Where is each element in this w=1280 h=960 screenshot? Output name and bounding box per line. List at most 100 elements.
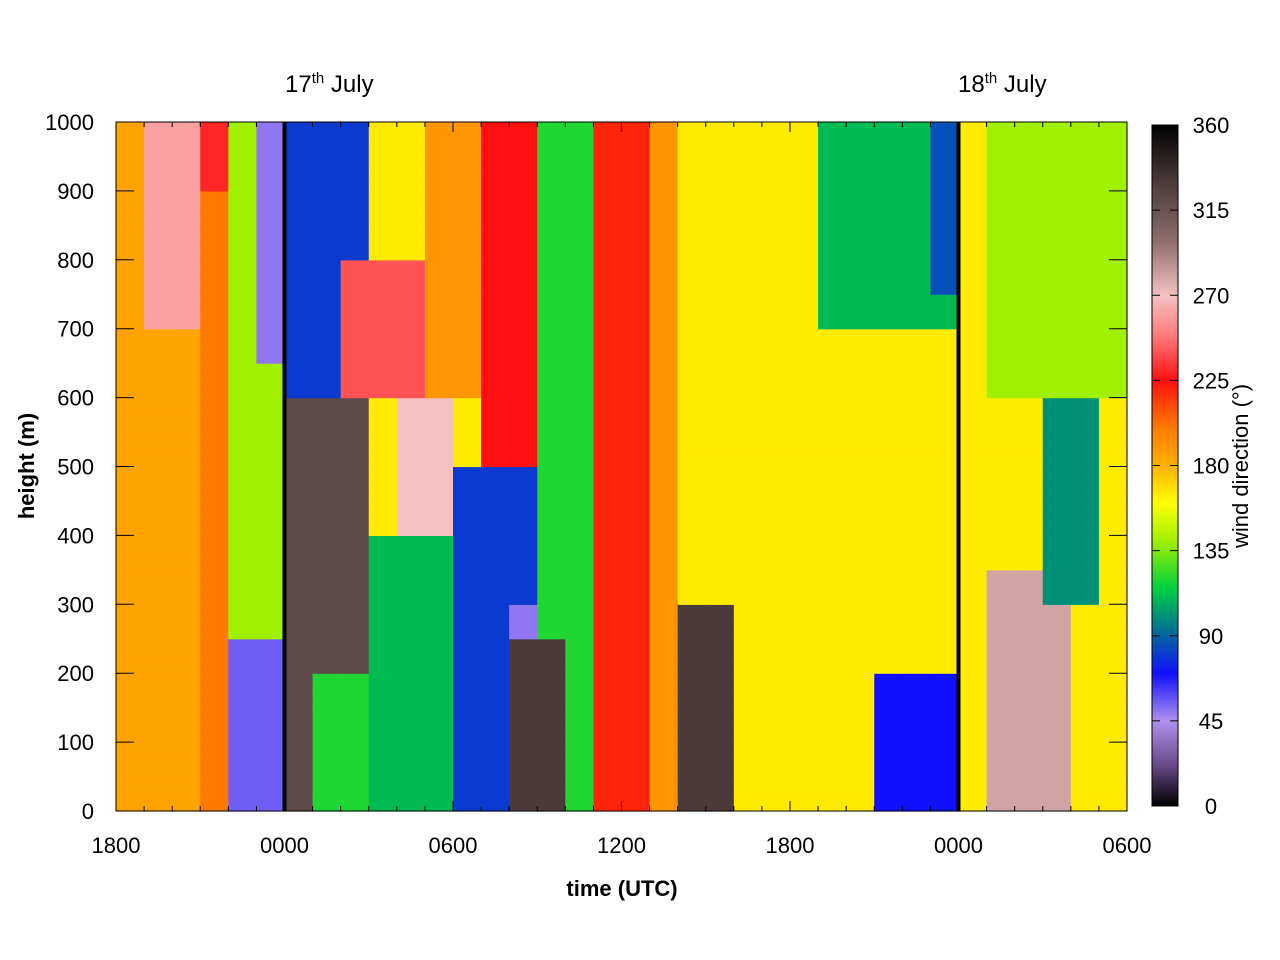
heatmap-cell bbox=[312, 414, 342, 433]
heatmap-cell bbox=[1042, 242, 1072, 261]
heatmap-cell bbox=[846, 673, 875, 692]
heatmap-cell bbox=[116, 483, 145, 502]
heatmap-cell bbox=[593, 569, 623, 588]
heatmap-cell bbox=[846, 259, 875, 278]
heatmap-cell bbox=[705, 466, 735, 485]
heatmap-cell bbox=[565, 518, 595, 536]
heatmap-cell bbox=[340, 449, 370, 468]
heatmap-cell bbox=[1098, 759, 1128, 778]
heatmap-cell bbox=[1014, 655, 1044, 674]
heatmap-cell bbox=[902, 156, 932, 175]
heatmap-cell bbox=[1042, 449, 1072, 468]
heatmap-cell bbox=[874, 190, 903, 209]
heatmap-cell bbox=[930, 328, 960, 347]
heatmap-cell bbox=[509, 449, 538, 468]
heatmap-cell bbox=[649, 432, 679, 450]
heatmap-cell bbox=[228, 397, 258, 416]
heatmap-cell bbox=[340, 139, 370, 158]
heatmap-cell bbox=[453, 449, 482, 468]
heatmap-cell bbox=[172, 414, 201, 433]
heatmap-cell bbox=[481, 621, 510, 640]
heatmap-cell bbox=[172, 638, 201, 657]
heatmap-cell bbox=[368, 569, 398, 588]
heatmap-cell bbox=[396, 449, 426, 468]
heatmap-cell bbox=[677, 621, 707, 640]
heatmap-cell bbox=[200, 190, 229, 209]
heatmap-cell bbox=[705, 363, 735, 381]
heatmap-cell bbox=[621, 673, 651, 692]
heatmap-cell bbox=[1098, 414, 1128, 433]
heatmap-cell bbox=[1070, 793, 1100, 812]
heatmap-cell bbox=[1042, 518, 1072, 536]
heatmap-cell bbox=[537, 225, 566, 244]
heatmap-cell bbox=[144, 518, 173, 536]
heatmap-cell bbox=[649, 328, 679, 347]
heatmap-cell bbox=[144, 604, 173, 623]
heatmap-cell bbox=[172, 535, 201, 554]
heatmap-cell bbox=[565, 776, 595, 795]
heatmap-cell bbox=[256, 673, 286, 692]
heatmap-cell bbox=[874, 432, 903, 450]
heatmap-cell bbox=[930, 277, 960, 295]
colorbar-tick-label: 135 bbox=[1193, 539, 1230, 564]
heatmap-cell bbox=[453, 363, 482, 381]
heatmap-cell bbox=[228, 294, 258, 313]
heatmap-cell bbox=[733, 277, 763, 295]
heatmap-cell bbox=[1070, 655, 1100, 674]
heatmap-cell bbox=[424, 122, 454, 140]
heatmap-cell bbox=[677, 793, 707, 812]
heatmap-cell bbox=[705, 604, 735, 623]
heatmap-cell bbox=[958, 173, 988, 192]
heatmap-cell bbox=[1014, 328, 1044, 347]
heatmap-cell bbox=[340, 432, 370, 450]
heatmap-cell bbox=[958, 724, 988, 743]
heatmap-cell bbox=[846, 397, 875, 416]
heatmap-cell bbox=[340, 518, 370, 536]
heatmap-cell bbox=[200, 363, 229, 381]
heatmap-cell bbox=[396, 345, 426, 364]
heatmap-cell bbox=[593, 225, 623, 244]
heatmap-cell bbox=[705, 345, 735, 364]
x-tick-label: 1800 bbox=[766, 833, 815, 858]
heatmap-cell bbox=[424, 724, 454, 743]
heatmap-cell bbox=[621, 208, 651, 226]
heatmap-cell bbox=[790, 742, 819, 760]
heatmap-cell bbox=[1070, 294, 1100, 313]
heatmap-cell bbox=[761, 414, 791, 433]
heatmap-cell bbox=[424, 466, 454, 485]
heatmap-cell bbox=[761, 363, 791, 381]
heatmap-cell bbox=[986, 414, 1016, 433]
heatmap-cell bbox=[733, 759, 763, 778]
heatmap-cell bbox=[284, 466, 314, 485]
heatmap-cell bbox=[761, 673, 791, 692]
heatmap-cell bbox=[818, 156, 847, 175]
heatmap-cell bbox=[453, 345, 482, 364]
heatmap-cell bbox=[144, 139, 173, 158]
heatmap-cell bbox=[677, 156, 707, 175]
heatmap-cell bbox=[565, 724, 595, 743]
heatmap-cell bbox=[509, 139, 538, 158]
heatmap-cell bbox=[733, 552, 763, 571]
heatmap-cell bbox=[396, 259, 426, 278]
heatmap-cell bbox=[649, 569, 679, 588]
heatmap-cell bbox=[537, 208, 566, 226]
heatmap-cell bbox=[1014, 466, 1044, 485]
heatmap-cell bbox=[172, 156, 201, 175]
day-label-17-july: 17th July bbox=[285, 70, 374, 98]
heatmap-cell bbox=[705, 449, 735, 468]
heatmap-cell bbox=[172, 518, 201, 536]
heatmap-cell bbox=[733, 793, 763, 812]
heatmap-cell bbox=[818, 742, 847, 760]
heatmap-cell bbox=[537, 604, 566, 623]
heatmap-cell bbox=[312, 793, 342, 812]
heatmap-cell bbox=[340, 242, 370, 261]
heatmap-cell bbox=[481, 380, 510, 399]
heatmap-cell bbox=[424, 311, 454, 330]
heatmap-cell bbox=[902, 621, 932, 640]
heatmap-cell bbox=[593, 380, 623, 399]
heatmap-cell bbox=[200, 242, 229, 261]
heatmap-cell bbox=[902, 242, 932, 261]
heatmap-cell bbox=[312, 259, 342, 278]
heatmap-cell bbox=[593, 518, 623, 536]
heatmap-cell bbox=[1014, 690, 1044, 709]
